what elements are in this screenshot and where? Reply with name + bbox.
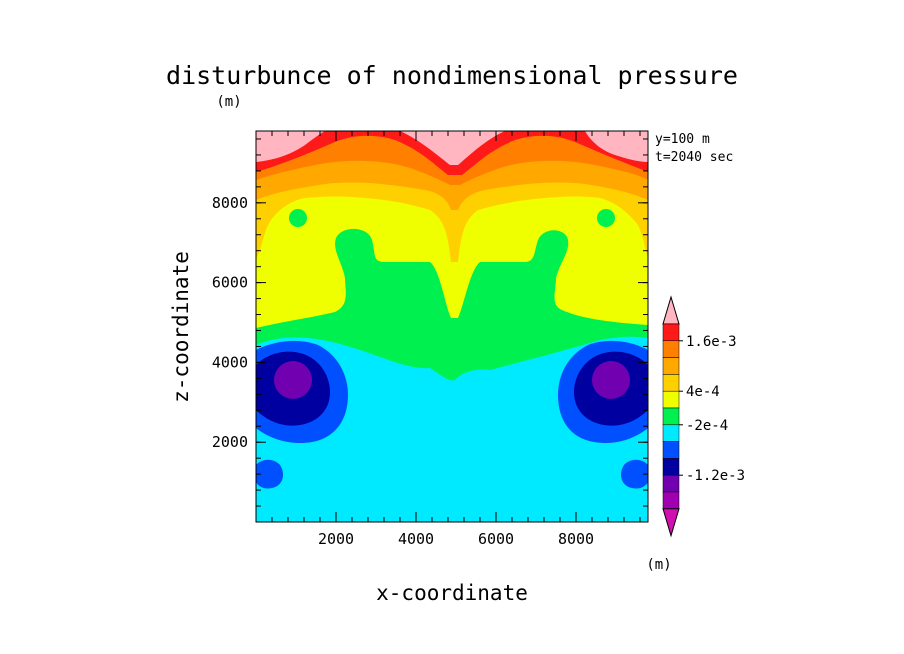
colorbar-label: 4e-4 (686, 384, 720, 400)
field-blob-green-right (597, 209, 615, 227)
title-unit: (m) (216, 94, 241, 110)
colorbar-bottom-arrow (662, 508, 680, 538)
colorbar-segment (662, 374, 680, 392)
x-tick-label: 6000 (478, 530, 514, 548)
annotation-y: y=100 m (655, 132, 710, 147)
colorbar-top-arrow (662, 295, 680, 325)
chart-title: disturbunce of nondimensional pressure (166, 61, 738, 90)
colorbar-segment (662, 491, 680, 510)
colorbar-segment (662, 458, 680, 476)
y-tick-label: 8000 (212, 194, 248, 212)
y-tick-label: 2000 (212, 433, 248, 451)
colorbar-segment (662, 424, 680, 442)
colorbar-label: -2e-4 (686, 418, 728, 434)
colorbar-segment (662, 441, 680, 459)
colorbar (662, 295, 680, 538)
x-tick-label: 8000 (558, 530, 594, 548)
x-axis-label: x-coordinate (376, 581, 528, 605)
colorbar-segment (662, 474, 680, 493)
y-tick-label: 6000 (212, 274, 248, 292)
x-tick-label: 2000 (318, 530, 354, 548)
colorbar-segment (662, 323, 680, 342)
colorbar-unit: (m) (646, 557, 671, 573)
field-blob-blue-left (256, 459, 284, 489)
y-axis-ticks: 2000 4000 6000 8000 (212, 194, 648, 451)
colorbar-segment (662, 340, 680, 358)
x-axis-ticks: 2000 4000 6000 8000 (318, 131, 594, 548)
field-vortex-left-core (274, 361, 312, 399)
plot-area: 2000 4000 6000 8000 2000 4000 6000 8000 (212, 130, 649, 548)
colorbar-segment (662, 390, 680, 409)
annotation-t: t=2040 sec (655, 150, 733, 165)
field-blob-green-left (289, 209, 307, 227)
y-tick-label: 4000 (212, 353, 248, 371)
plot-frame (255, 130, 649, 523)
colorbar-labels: 1.6e-3 4e-4 -2e-4 -1.2e-3 (679, 334, 745, 484)
colorbar-label: 1.6e-3 (686, 334, 737, 350)
colorbar-segment (662, 407, 680, 426)
contour-field (256, 131, 648, 522)
field-level-pink (256, 131, 648, 165)
colorbar-segment (662, 357, 680, 375)
colorbar-label: -1.2e-3 (686, 468, 745, 484)
x-tick-label: 4000 (398, 530, 434, 548)
field-vortex-right-core (592, 361, 630, 399)
y-axis-label: z-coordinate (169, 251, 193, 403)
field-blob-blue-right (620, 459, 648, 489)
